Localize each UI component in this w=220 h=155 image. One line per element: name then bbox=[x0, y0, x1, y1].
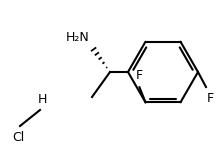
Text: H₂N: H₂N bbox=[65, 31, 89, 44]
Text: F: F bbox=[136, 69, 143, 82]
Text: H: H bbox=[37, 93, 47, 106]
Text: Cl: Cl bbox=[12, 131, 24, 144]
Text: F: F bbox=[206, 92, 214, 105]
